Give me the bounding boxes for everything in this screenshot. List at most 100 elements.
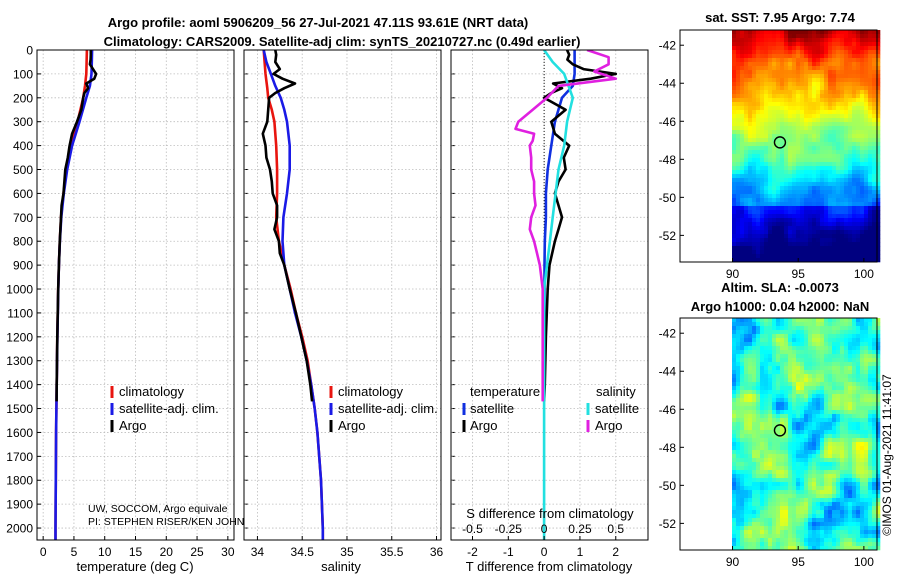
map-pixel [824, 490, 829, 495]
map-pixel [860, 442, 865, 447]
map-pixel [784, 502, 789, 507]
map-pixel [800, 506, 805, 511]
map-pixel [796, 482, 801, 487]
map-pixel [848, 434, 853, 439]
map-pixel [788, 170, 793, 175]
map-pixel [744, 98, 749, 103]
map-pixel [872, 474, 877, 479]
map-pixel [836, 338, 841, 343]
map-pixel [776, 102, 781, 107]
map-pixel [832, 362, 837, 367]
map-pixel [772, 146, 777, 151]
map-pixel [840, 218, 845, 223]
map-pixel [792, 470, 797, 475]
map-pixel [748, 466, 753, 471]
map-pixel [740, 418, 745, 423]
map-pixel [856, 326, 861, 331]
map-pixel [808, 206, 813, 211]
map-pixel [812, 442, 817, 447]
map-pixel [780, 482, 785, 487]
map-pixel [764, 342, 769, 347]
map-pixel [804, 546, 809, 551]
map-pixel [788, 30, 793, 35]
map-pixel [760, 458, 765, 463]
map-pixel [768, 242, 773, 247]
map-pixel [844, 114, 849, 119]
map-pixel [748, 398, 753, 403]
map-pixel [808, 330, 813, 335]
map-pixel [820, 474, 825, 479]
map-pixel [836, 362, 841, 367]
map-pixel [860, 434, 865, 439]
map-pixel [868, 118, 873, 123]
map-pixel [772, 358, 777, 363]
map-pixel [836, 114, 841, 119]
map-pixel [876, 386, 881, 391]
map-pixel [876, 234, 881, 239]
map-pixel [816, 502, 821, 507]
map-pixel [808, 102, 813, 107]
map-pixel [788, 454, 793, 459]
map-pixel [756, 74, 761, 79]
map-pixel [796, 222, 801, 227]
map-pixel [744, 406, 749, 411]
map-pixel [784, 534, 789, 539]
map-pixel [756, 174, 761, 179]
map-pixel [748, 530, 753, 535]
map-pixel [828, 458, 833, 463]
map-pixel [820, 106, 825, 111]
map-pixel [868, 230, 873, 235]
map-pixel [768, 370, 773, 375]
map-pixel [832, 202, 837, 207]
map-pixel [752, 326, 757, 331]
map-pixel [756, 358, 761, 363]
map-pixel [764, 426, 769, 431]
map-pixel [852, 210, 857, 215]
map-pixel [876, 126, 881, 131]
map-pixel [816, 178, 821, 183]
sst-map-image [732, 30, 881, 263]
map-pixel [768, 406, 773, 411]
map-pixel [756, 162, 761, 167]
map-pixel [832, 70, 837, 75]
map-pixel [824, 502, 829, 507]
map-pixel [812, 426, 817, 431]
map-pixel [800, 242, 805, 247]
map-pixel [820, 466, 825, 471]
map-pixel [732, 346, 737, 351]
sla-argo-location-marker [773, 424, 787, 437]
map-pixel [800, 446, 805, 451]
map-pixel [736, 170, 741, 175]
map-pixel [868, 486, 873, 491]
map-pixel [860, 546, 865, 551]
map-pixel [872, 202, 877, 207]
map-pixel [748, 542, 753, 547]
map-pixel [828, 370, 833, 375]
map-pixel [800, 466, 805, 471]
map-pixel [760, 470, 765, 475]
map-pixel [744, 434, 749, 439]
map-pixel [752, 194, 757, 199]
map-pixel [800, 330, 805, 335]
map-pixel [844, 450, 849, 455]
map-pixel [736, 186, 741, 191]
map-pixel [876, 402, 881, 407]
map-pixel [836, 378, 841, 383]
map-pixel [780, 342, 785, 347]
map-pixel [784, 42, 789, 47]
map-pixel [736, 238, 741, 243]
map-pixel [812, 174, 817, 179]
map-pixel [872, 214, 877, 219]
map-pixel [792, 398, 797, 403]
map-pixel [824, 362, 829, 367]
map-pixel [824, 398, 829, 403]
map-pixel [736, 426, 741, 431]
map-pixel [788, 198, 793, 203]
map-pixel [740, 510, 745, 515]
map-pixel [836, 234, 841, 239]
map-pixel [800, 126, 805, 131]
map-pixel [840, 226, 845, 231]
map-pixel [820, 34, 825, 39]
map-pixel [756, 526, 761, 531]
map-pixel [784, 186, 789, 191]
